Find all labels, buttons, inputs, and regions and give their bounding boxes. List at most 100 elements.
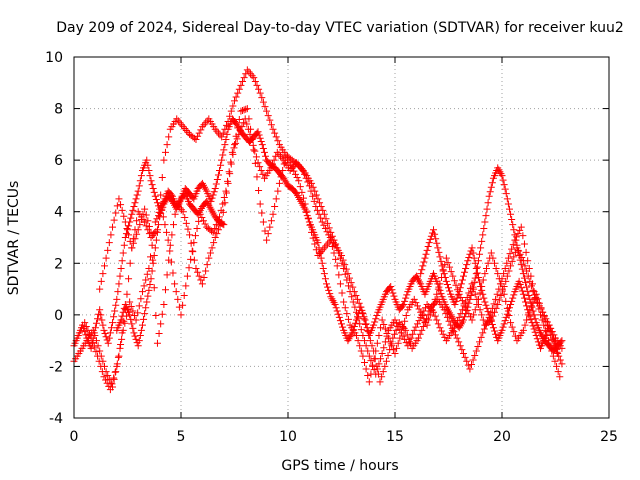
data-point [209,191,217,199]
data-point [315,210,323,218]
data-point [433,290,441,298]
data-point [447,321,455,329]
data-point [525,264,533,272]
data-point [489,324,497,332]
data-point [261,103,269,111]
data-point [517,261,525,269]
data-point [441,333,449,341]
data-point [219,151,227,159]
data-point [517,223,525,231]
data-point [410,326,418,334]
data-point [135,182,143,190]
data-point [372,347,380,355]
data-point [229,150,237,158]
data-point [359,352,367,360]
data-point [245,115,253,123]
data-point [105,239,113,247]
data-point [466,365,474,373]
data-point [129,206,137,214]
data-point [189,248,197,256]
data-point [384,351,392,359]
data-point [529,322,537,330]
data-point [245,68,253,76]
data-point [306,221,314,229]
data-point [251,147,259,155]
data-point [134,187,142,195]
data-point [129,307,137,315]
data-point [104,246,112,254]
data-point [356,320,364,328]
data-point [87,344,95,352]
data-point [146,281,154,289]
data-point [484,199,492,207]
data-point [418,266,426,274]
data-point [477,333,485,341]
data-point [155,221,163,229]
data-point [275,179,283,187]
data-point [436,324,444,332]
data-point [509,221,517,229]
data-point [350,288,358,296]
data-point [136,331,144,339]
data-point [361,359,369,367]
data-point [480,325,488,333]
data-point [94,342,102,350]
data-point [304,178,312,186]
series-track-4 [96,105,566,386]
data-point [364,371,372,379]
data-point [213,175,221,183]
data-point [312,203,320,211]
data-point [372,315,380,323]
data-point [474,295,482,303]
data-point [156,213,164,221]
data-point [117,201,125,209]
data-point [250,146,258,154]
data-point [357,303,365,311]
y-tick-label: 10 [45,50,63,66]
data-point [293,174,301,182]
data-point [370,321,378,329]
data-point [332,255,340,263]
data-point [213,230,221,238]
data-point [491,259,499,267]
data-point [266,223,274,231]
data-point [491,308,499,316]
data-point [433,316,441,324]
data-point [224,117,232,125]
data-point [114,353,122,361]
x-tick-label: 25 [600,429,618,445]
data-point [459,316,467,324]
data-point [359,310,367,318]
data-point [133,230,141,238]
data-point [103,379,111,387]
data-point [397,329,405,337]
data-point [553,362,561,370]
data-point [482,321,490,329]
data-point [556,356,564,364]
data-point [322,215,330,223]
data-point [130,329,138,337]
data-point [471,351,479,359]
data-point [354,295,362,303]
data-point [125,231,133,239]
data-point [382,357,390,365]
data-point [304,214,312,222]
data-point [502,277,510,285]
data-point [514,230,522,238]
data-point [508,257,516,265]
data-point [499,323,507,331]
data-point [365,331,373,339]
data-point [458,346,466,354]
data-point [486,188,494,196]
data-point [94,315,102,323]
data-point [524,306,532,314]
data-point [116,344,124,352]
data-point [235,116,243,124]
data-point [240,119,248,127]
data-point [131,332,139,340]
data-point [243,66,251,74]
data-point [202,119,210,127]
data-point [519,232,527,240]
data-point [155,330,163,338]
data-point [430,301,438,309]
